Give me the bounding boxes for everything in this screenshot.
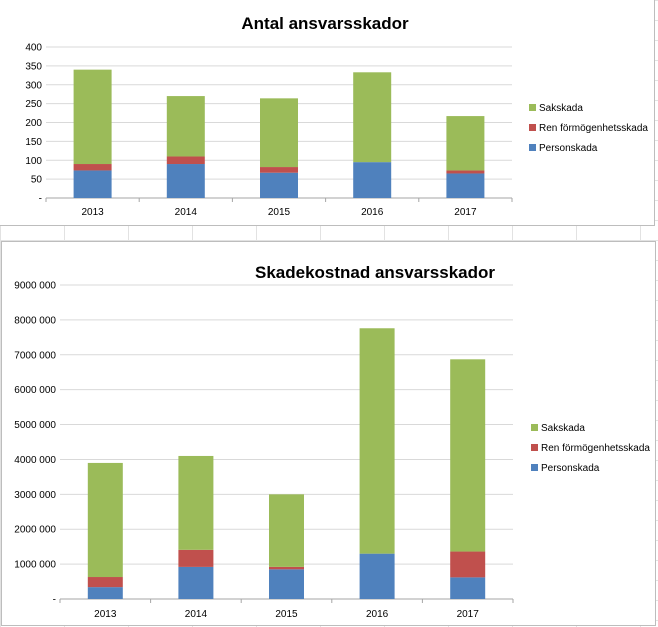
legend-swatch xyxy=(531,464,538,471)
bar-ren-f-rm-genhetsskada-2013 xyxy=(87,577,123,588)
chart-svg: Skadekostnad ansvarsskador - 1000 000 2000 … xyxy=(14,263,650,620)
legend-swatch xyxy=(529,104,536,111)
y-tick-label: 3000 000 xyxy=(14,490,56,501)
y-tick-label: 250 xyxy=(25,99,42,110)
bar-personskada-2015 xyxy=(269,569,304,599)
bar-ren-f-rm-genhetsskada-2015 xyxy=(260,167,298,173)
bar-sakskada-2017 xyxy=(446,116,485,171)
bar-ren-f-rm-genhetsskada-2017 xyxy=(446,170,485,174)
bar-personskada-2017 xyxy=(450,577,486,599)
y-tick-label: - xyxy=(53,595,56,606)
legend-label: Personskada xyxy=(539,143,598,154)
bar-sakskada-2016 xyxy=(353,72,392,163)
bar-sakskada-2013 xyxy=(73,69,112,165)
legend-swatch xyxy=(531,444,538,451)
bar-ren-f-rm-genhetsskada-2015 xyxy=(269,566,304,570)
x-tick-label: 2014 xyxy=(175,207,198,218)
y-tick-label: 300 xyxy=(25,80,42,91)
x-tick-label: 2015 xyxy=(275,609,298,620)
bar-ren-f-rm-genhetsskada-2014 xyxy=(166,156,205,165)
x-tick-label: 2013 xyxy=(81,207,104,218)
legend-label: Sakskada xyxy=(541,423,585,434)
y-tick-label: 400 xyxy=(25,43,42,54)
bar-personskada-2017 xyxy=(446,173,485,198)
y-tick-label: 4000 000 xyxy=(14,455,56,466)
bar-ren-f-rm-genhetsskada-2014 xyxy=(178,549,214,567)
legend-label: Personskada xyxy=(541,463,600,474)
y-tick-label: 150 xyxy=(25,137,42,148)
y-tick-label: 5000 000 xyxy=(14,420,56,431)
legend-swatch xyxy=(529,124,536,131)
bar-personskada-2014 xyxy=(166,164,205,198)
x-tick-label: 2013 xyxy=(94,609,117,620)
legend-swatch xyxy=(529,144,536,151)
chart-skadekostnad-ansvarsskador[interactable]: Skadekostnad ansvarsskador - 1000 000 2000 … xyxy=(1,241,656,626)
bar-ren-f-rm-genhetsskada-2013 xyxy=(73,164,112,171)
y-tick-label: 7000 000 xyxy=(14,350,56,361)
bar-sakskada-2015 xyxy=(260,98,298,168)
x-tick-label: 2014 xyxy=(185,609,208,620)
y-tick-label: 350 xyxy=(25,61,42,72)
bar-sakskada-2013 xyxy=(87,462,123,578)
bar-personskada-2013 xyxy=(87,587,123,599)
y-tick-label: 100 xyxy=(25,156,42,167)
bar-sakskada-2014 xyxy=(166,96,205,157)
legend-label: Ren förmögenhetsskada xyxy=(539,123,648,134)
x-tick-label: 2017 xyxy=(457,609,480,620)
legend-swatch xyxy=(531,424,538,431)
chart-title: Skadekostnad ansvarsskador xyxy=(255,263,495,282)
y-tick-label: 1000 000 xyxy=(14,560,56,571)
y-tick-label: 6000 000 xyxy=(14,385,56,396)
bar-sakskada-2015 xyxy=(269,494,304,567)
y-tick-label: 2000 000 xyxy=(14,525,56,536)
y-tick-label: 9000 000 xyxy=(14,281,56,292)
chart-antal-ansvarsskador[interactable]: Antal ansvarsskador - 50 100 150 200 250 300 350… xyxy=(0,0,655,226)
bar-personskada-2013 xyxy=(73,170,112,198)
bar-sakskada-2017 xyxy=(450,359,486,552)
y-tick-label: 8000 000 xyxy=(14,315,56,326)
x-tick-label: 2015 xyxy=(268,207,291,218)
chart-svg: Antal ansvarsskador - 50 100 150 200 250 300 350… xyxy=(25,14,648,218)
bar-personskada-2015 xyxy=(260,172,298,198)
bar-personskada-2016 xyxy=(353,162,392,198)
y-tick-label: - xyxy=(39,194,42,205)
legend-label: Sakskada xyxy=(539,103,583,114)
bar-personskada-2016 xyxy=(359,553,395,599)
bar-personskada-2014 xyxy=(178,566,214,599)
x-tick-label: 2016 xyxy=(366,609,389,620)
x-tick-label: 2017 xyxy=(454,207,477,218)
bar-sakskada-2014 xyxy=(178,455,214,550)
y-tick-label: 200 xyxy=(25,118,42,129)
bar-sakskada-2016 xyxy=(359,328,395,554)
x-tick-label: 2016 xyxy=(361,207,384,218)
chart-title: Antal ansvarsskador xyxy=(241,14,409,33)
bar-ren-f-rm-genhetsskada-2017 xyxy=(450,551,486,578)
legend-label: Ren förmögenhetsskada xyxy=(541,443,650,454)
y-tick-label: 50 xyxy=(31,175,43,186)
